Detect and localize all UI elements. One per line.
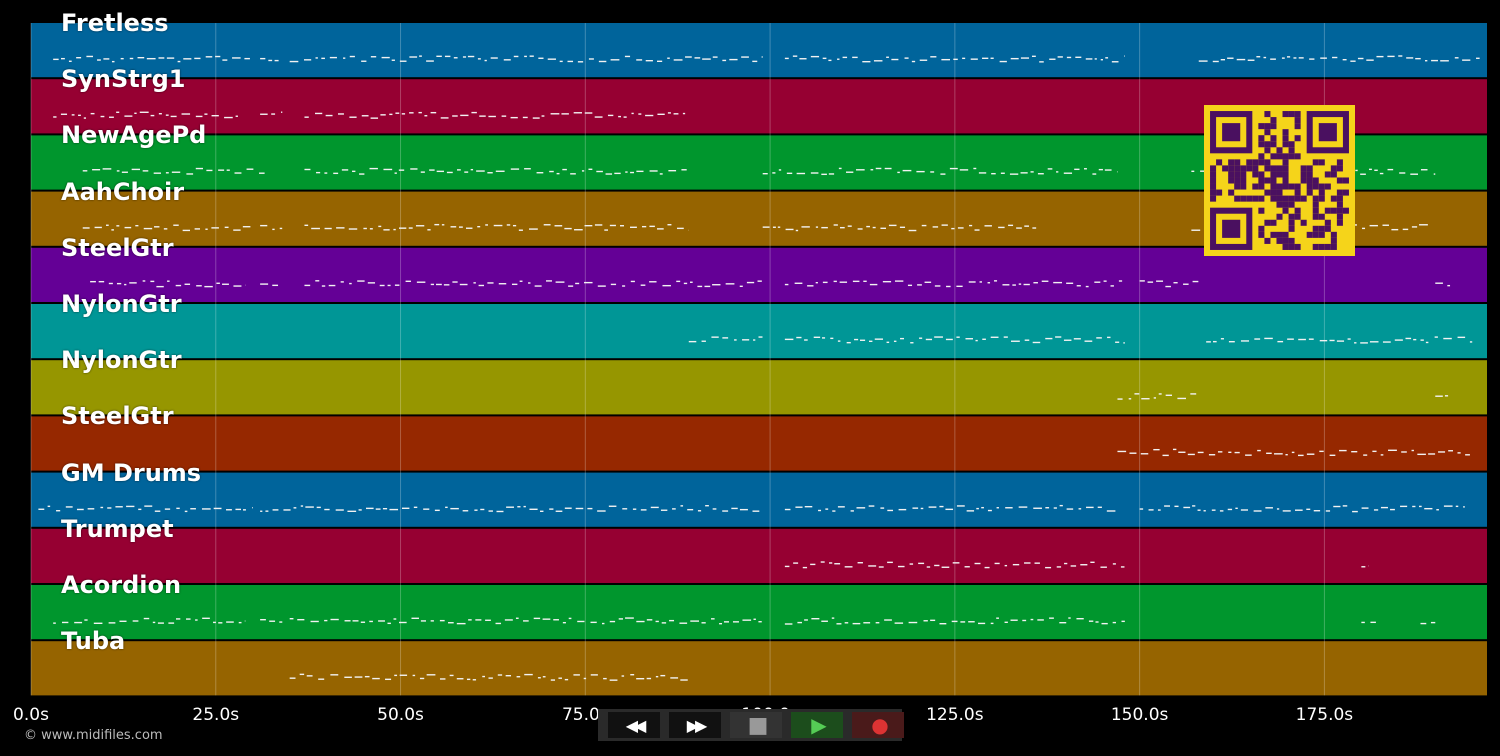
forward-button[interactable]: ▶▶: [669, 712, 721, 738]
axis-tick-label: 50.0s: [377, 705, 424, 725]
axis-tick-label: 75.0s: [561, 705, 609, 725]
play-button[interactable]: ▶: [791, 712, 843, 738]
track-label: SteelGtr: [61, 233, 174, 262]
axis-tick-label: 150.0s: [1110, 705, 1169, 725]
playback-controls: ◀◀ ▶▶ ■ ▶ ●: [598, 709, 904, 741]
track-lane: [31, 472, 1487, 527]
axis-tick-label: 175.0s: [1295, 705, 1354, 725]
track-label: GM Drums: [61, 458, 202, 487]
track-label: NylonGtr: [61, 290, 182, 318]
track-lane: [31, 360, 1487, 415]
track-lane: [31, 528, 1487, 583]
track-label: NewAgePd: [61, 121, 207, 150]
track-lane: [31, 23, 1487, 78]
track-label: Tuba: [61, 627, 126, 656]
track-lane: [31, 247, 1487, 302]
track-label: Fretless: [61, 9, 169, 37]
track-lane: [31, 304, 1487, 359]
record-button[interactable]: ●: [852, 712, 904, 738]
track-lane: [31, 585, 1487, 640]
track-label: NylonGtr: [61, 346, 182, 375]
track-label: SteelGtr: [61, 402, 174, 431]
axis-tick-label: 125.0s: [926, 705, 984, 725]
track-label: SynStrg1: [61, 65, 186, 94]
axis-tick-label: 25.0s: [192, 705, 240, 725]
copyright-text: © www.midifiles.com: [24, 728, 163, 743]
qr-code-icon: [1204, 105, 1355, 256]
stop-button[interactable]: ■: [730, 712, 782, 738]
track-lane: [31, 416, 1487, 471]
track-lane: [31, 641, 1487, 696]
axis-tick-label: 0.0s: [13, 705, 49, 725]
track-label: Acordion: [61, 571, 182, 599]
track-label: Trumpet: [61, 514, 174, 543]
rewind-button[interactable]: ◀◀: [608, 712, 660, 738]
track-label: AahChoir: [61, 177, 185, 206]
